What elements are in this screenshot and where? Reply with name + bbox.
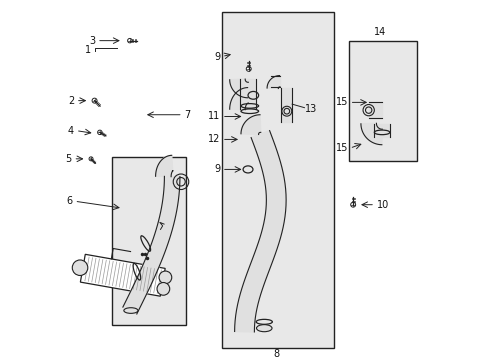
Bar <box>348 41 417 161</box>
Text: 2: 2 <box>68 96 74 105</box>
Circle shape <box>92 98 97 103</box>
Circle shape <box>127 39 132 43</box>
Circle shape <box>72 260 88 275</box>
Polygon shape <box>368 102 381 118</box>
Text: 1: 1 <box>85 45 91 55</box>
Text: 9: 9 <box>214 51 220 62</box>
Polygon shape <box>281 88 292 122</box>
Text: 3: 3 <box>89 36 95 46</box>
Polygon shape <box>270 76 279 87</box>
Ellipse shape <box>256 325 271 332</box>
Text: 6: 6 <box>66 196 73 206</box>
Circle shape <box>89 157 93 161</box>
Polygon shape <box>229 87 248 110</box>
Text: 10: 10 <box>376 200 388 210</box>
Text: 15: 15 <box>335 143 347 153</box>
Polygon shape <box>234 131 285 332</box>
Text: 9: 9 <box>214 165 220 174</box>
Text: 4: 4 <box>68 126 74 136</box>
Polygon shape <box>241 115 260 135</box>
Text: 12: 12 <box>207 134 220 144</box>
Polygon shape <box>122 176 180 314</box>
Polygon shape <box>266 76 280 89</box>
Circle shape <box>246 66 251 71</box>
Circle shape <box>350 202 355 207</box>
Polygon shape <box>374 123 389 137</box>
Text: 5: 5 <box>65 154 71 164</box>
Text: 15: 15 <box>335 98 347 107</box>
Polygon shape <box>229 79 248 98</box>
Text: 11: 11 <box>207 112 220 121</box>
Bar <box>221 12 334 348</box>
Text: 8: 8 <box>273 348 279 359</box>
Ellipse shape <box>123 308 138 313</box>
Polygon shape <box>360 123 382 145</box>
Text: 7: 7 <box>184 110 190 120</box>
Polygon shape <box>240 80 255 109</box>
Text: 14: 14 <box>373 27 386 37</box>
Polygon shape <box>155 155 173 177</box>
Circle shape <box>159 271 171 284</box>
Polygon shape <box>80 254 165 296</box>
Circle shape <box>98 130 102 135</box>
Circle shape <box>157 283 169 295</box>
Bar <box>112 157 186 325</box>
Text: 13: 13 <box>305 104 317 114</box>
